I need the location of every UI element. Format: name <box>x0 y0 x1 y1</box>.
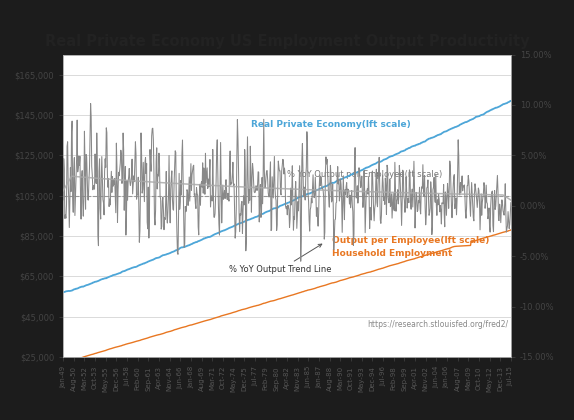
Text: % YoY Output Trend Line: % YoY Output Trend Line <box>229 244 331 274</box>
Text: https://research.stlouisfed.org/fred2/: https://research.stlouisfed.org/fred2/ <box>367 320 509 329</box>
Text: Output per Employee(lft scale)
Household Employment: Output per Employee(lft scale) Household… <box>332 236 489 258</box>
Text: % YoY Output per Employee(rt scale): % YoY Output per Employee(rt scale) <box>287 170 442 179</box>
Text: Real Private Economy(lft scale): Real Private Economy(lft scale) <box>251 120 411 129</box>
Title: Real Private Economy US Employment Output Productivity: Real Private Economy US Employment Outpu… <box>45 34 529 49</box>
